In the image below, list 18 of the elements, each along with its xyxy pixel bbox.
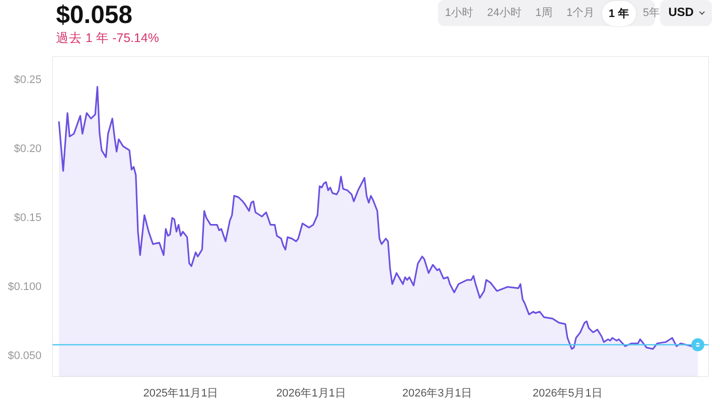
y-tick-label: $0.20 [14, 142, 42, 155]
y-tick-label: $0.25 [14, 74, 42, 86]
y-tick-label: $0.15 [14, 212, 42, 224]
x-tick-label: 2025年11月1日 [143, 388, 218, 400]
x-tick-label: 2026年5月1日 [532, 388, 602, 400]
chart-subtitle: 過去 1 年 -75.14% [56, 30, 159, 47]
button-label: 5年 [642, 6, 661, 21]
button-label: 1 年 [608, 8, 629, 20]
y-tick-label: $0.100 [8, 280, 42, 293]
button-label: 1小时 [444, 6, 474, 21]
x-tick-label: 2026年1月1日 [276, 388, 346, 400]
button-label: 24小时 [486, 6, 522, 21]
x-tick-label: 2026年3月1日 [402, 388, 472, 400]
dropdown-label: USD [668, 4, 694, 22]
button-label: 1周 [534, 6, 554, 21]
y-tick-label: $0.050 [8, 350, 42, 362]
chart-title: $0.058 [56, 1, 132, 29]
button-label: 1个月 [566, 6, 596, 21]
